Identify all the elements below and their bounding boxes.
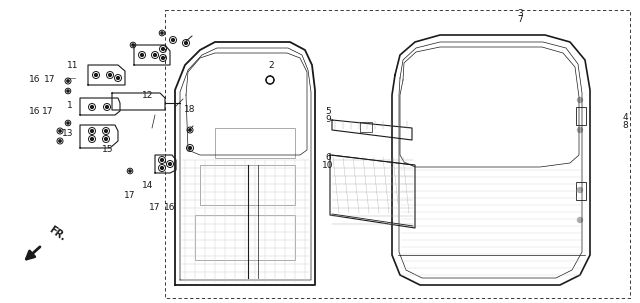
Text: 8: 8 bbox=[622, 121, 628, 129]
Text: 10: 10 bbox=[323, 161, 333, 169]
Circle shape bbox=[189, 147, 191, 149]
Circle shape bbox=[116, 77, 120, 79]
Bar bbox=[200, 165, 295, 205]
Circle shape bbox=[67, 80, 69, 82]
Circle shape bbox=[189, 129, 191, 131]
Text: 16: 16 bbox=[29, 75, 41, 85]
Text: 5: 5 bbox=[325, 108, 331, 116]
Circle shape bbox=[91, 106, 93, 108]
Text: 14: 14 bbox=[142, 181, 154, 189]
Text: 16: 16 bbox=[29, 108, 41, 116]
Text: 2: 2 bbox=[268, 61, 274, 69]
Circle shape bbox=[106, 106, 108, 108]
Circle shape bbox=[184, 42, 188, 45]
Bar bbox=[360, 122, 372, 132]
Circle shape bbox=[266, 76, 274, 84]
Text: 11: 11 bbox=[67, 61, 79, 69]
Circle shape bbox=[161, 158, 163, 161]
Circle shape bbox=[67, 122, 69, 124]
Text: 6: 6 bbox=[325, 154, 331, 162]
Text: 16: 16 bbox=[164, 204, 176, 212]
Circle shape bbox=[577, 128, 582, 132]
Circle shape bbox=[141, 54, 143, 56]
Circle shape bbox=[154, 54, 156, 56]
Circle shape bbox=[268, 78, 273, 82]
Circle shape bbox=[59, 140, 61, 142]
Circle shape bbox=[95, 74, 97, 76]
Circle shape bbox=[67, 90, 69, 92]
Text: 12: 12 bbox=[142, 91, 154, 99]
Bar bbox=[195, 215, 295, 260]
Circle shape bbox=[91, 130, 93, 132]
Text: 13: 13 bbox=[62, 128, 74, 138]
Text: 9: 9 bbox=[325, 115, 331, 124]
Text: 17: 17 bbox=[44, 75, 56, 85]
Bar bbox=[576, 182, 586, 200]
Circle shape bbox=[129, 170, 131, 172]
Text: 18: 18 bbox=[184, 105, 196, 115]
Text: FR.: FR. bbox=[47, 225, 67, 243]
Text: 7: 7 bbox=[517, 15, 523, 25]
Circle shape bbox=[109, 74, 111, 76]
Circle shape bbox=[104, 138, 108, 140]
Circle shape bbox=[168, 163, 172, 165]
Circle shape bbox=[59, 130, 61, 132]
Circle shape bbox=[577, 188, 582, 192]
Text: 1: 1 bbox=[67, 101, 73, 109]
Text: 17: 17 bbox=[124, 191, 136, 199]
Text: 4: 4 bbox=[622, 114, 628, 122]
Bar bbox=[215, 128, 295, 158]
Circle shape bbox=[161, 48, 164, 50]
Bar bbox=[576, 107, 586, 125]
Circle shape bbox=[132, 44, 134, 46]
Text: 17: 17 bbox=[149, 204, 161, 212]
Circle shape bbox=[104, 130, 108, 132]
Text: 3: 3 bbox=[517, 8, 523, 18]
Circle shape bbox=[161, 57, 164, 59]
Circle shape bbox=[161, 167, 163, 169]
Circle shape bbox=[577, 218, 582, 222]
Circle shape bbox=[91, 138, 93, 140]
Circle shape bbox=[161, 32, 163, 34]
Text: 17: 17 bbox=[42, 108, 54, 116]
Text: 15: 15 bbox=[102, 145, 114, 155]
Circle shape bbox=[172, 38, 174, 42]
Circle shape bbox=[577, 98, 582, 102]
